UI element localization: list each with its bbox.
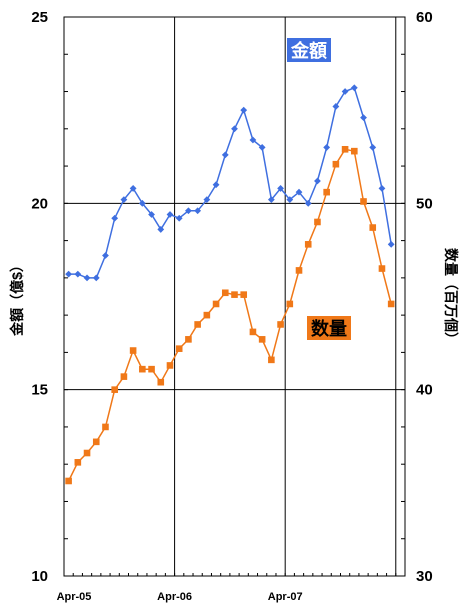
data-point-kingaku	[74, 270, 82, 278]
y-left-tick-label: 10	[31, 568, 48, 585]
data-point-suryo	[268, 356, 275, 364]
data-point-kingaku	[231, 125, 238, 133]
tick-labels: Apr-05 Apr-06 Apr-07 10 15 20 25 30 40 50 60	[31, 9, 432, 603]
data-point-suryo	[194, 321, 201, 328]
data-point-suryo	[231, 291, 238, 298]
data-point-suryo	[102, 423, 109, 431]
data-point-suryo	[148, 365, 155, 373]
data-point-suryo	[212, 300, 220, 308]
data-point-kingaku	[360, 114, 367, 122]
series-layer	[65, 84, 395, 485]
data-point-kingaku	[212, 181, 220, 189]
data-point-suryo	[360, 198, 367, 205]
data-point-kingaku	[332, 103, 340, 110]
data-point-suryo	[139, 365, 146, 373]
data-point-kingaku	[203, 196, 211, 204]
data-point-kingaku	[277, 185, 284, 192]
data-point-kingaku	[148, 211, 155, 218]
data-point-suryo	[92, 438, 100, 446]
data-point-kingaku	[83, 274, 91, 282]
data-point-suryo	[221, 289, 229, 297]
y-left-tick-label: 25	[31, 9, 48, 26]
data-point-kingaku	[166, 211, 174, 218]
data-point-suryo	[341, 145, 349, 153]
data-point-suryo	[304, 241, 312, 248]
data-point-kingaku	[304, 199, 312, 207]
x-tick-label: Apr-07	[268, 591, 303, 603]
data-point-suryo	[249, 328, 257, 336]
y-right-tick-label: 60	[416, 9, 433, 26]
data-point-suryo	[240, 291, 248, 298]
data-point-suryo	[157, 378, 165, 386]
data-point-suryo	[74, 459, 82, 466]
data-point-kingaku	[387, 240, 395, 248]
data-point-kingaku	[185, 207, 192, 215]
data-point-kingaku	[138, 199, 146, 207]
data-point-suryo	[295, 267, 303, 274]
svg-text:数量: 数量	[311, 318, 347, 339]
data-point-suryo	[65, 477, 72, 485]
y-right-tick-label: 40	[416, 382, 433, 399]
data-point-suryo	[378, 265, 386, 272]
data-point-suryo	[314, 218, 321, 226]
legend-label-kingaku: 金額	[287, 38, 331, 62]
data-point-suryo	[387, 300, 395, 308]
data-point-kingaku	[92, 274, 100, 282]
data-point-suryo	[369, 224, 377, 231]
legend-label-suryo: 数量	[307, 316, 351, 340]
data-point-kingaku	[314, 177, 321, 185]
data-point-kingaku	[350, 84, 358, 92]
y-left-tick-label: 20	[31, 195, 48, 212]
data-point-suryo	[185, 336, 192, 343]
data-point-suryo	[351, 147, 358, 155]
data-point-suryo	[111, 386, 118, 393]
y-left-axis-label: 金額（億$）	[9, 258, 25, 337]
data-point-kingaku	[175, 214, 183, 222]
data-point-kingaku	[323, 144, 331, 151]
data-point-kingaku	[267, 196, 275, 204]
y-right-tick-label: 50	[416, 195, 433, 212]
data-point-kingaku	[111, 214, 119, 222]
data-point-kingaku	[194, 207, 202, 215]
data-point-suryo	[286, 300, 294, 308]
data-point-suryo	[83, 449, 91, 457]
svg-text:金額: 金額	[290, 40, 327, 61]
data-point-kingaku	[102, 252, 109, 259]
x-tick-label: Apr-05	[57, 591, 92, 603]
data-point-kingaku	[369, 144, 377, 151]
data-point-kingaku	[378, 185, 386, 192]
data-point-suryo	[120, 373, 128, 380]
data-point-kingaku	[286, 196, 294, 204]
data-point-suryo	[175, 345, 183, 352]
data-point-suryo	[203, 311, 211, 319]
data-point-kingaku	[249, 136, 257, 144]
data-point-suryo	[277, 321, 284, 328]
data-point-kingaku	[221, 151, 229, 159]
data-point-suryo	[258, 336, 266, 343]
axis-ticks	[63, 16, 406, 577]
data-point-kingaku	[120, 196, 128, 204]
data-point-kingaku	[157, 226, 165, 233]
data-point-suryo	[323, 188, 330, 196]
data-point-kingaku	[65, 270, 73, 278]
data-point-kingaku	[129, 185, 137, 192]
data-point-kingaku	[295, 188, 303, 196]
y-right-axis-label: 数量（百万個）	[443, 248, 459, 346]
y-right-tick-label: 30	[416, 568, 433, 585]
x-tick-label: Apr-06	[157, 591, 192, 603]
series-line-kingaku	[68, 86, 392, 279]
data-point-kingaku	[258, 144, 266, 151]
data-point-kingaku	[341, 88, 349, 95]
grid-lines	[64, 17, 405, 576]
data-point-suryo	[129, 347, 137, 354]
y-left-tick-label: 15	[31, 382, 48, 399]
data-point-suryo	[166, 362, 174, 369]
data-point-suryo	[332, 160, 340, 168]
data-point-kingaku	[240, 106, 248, 114]
